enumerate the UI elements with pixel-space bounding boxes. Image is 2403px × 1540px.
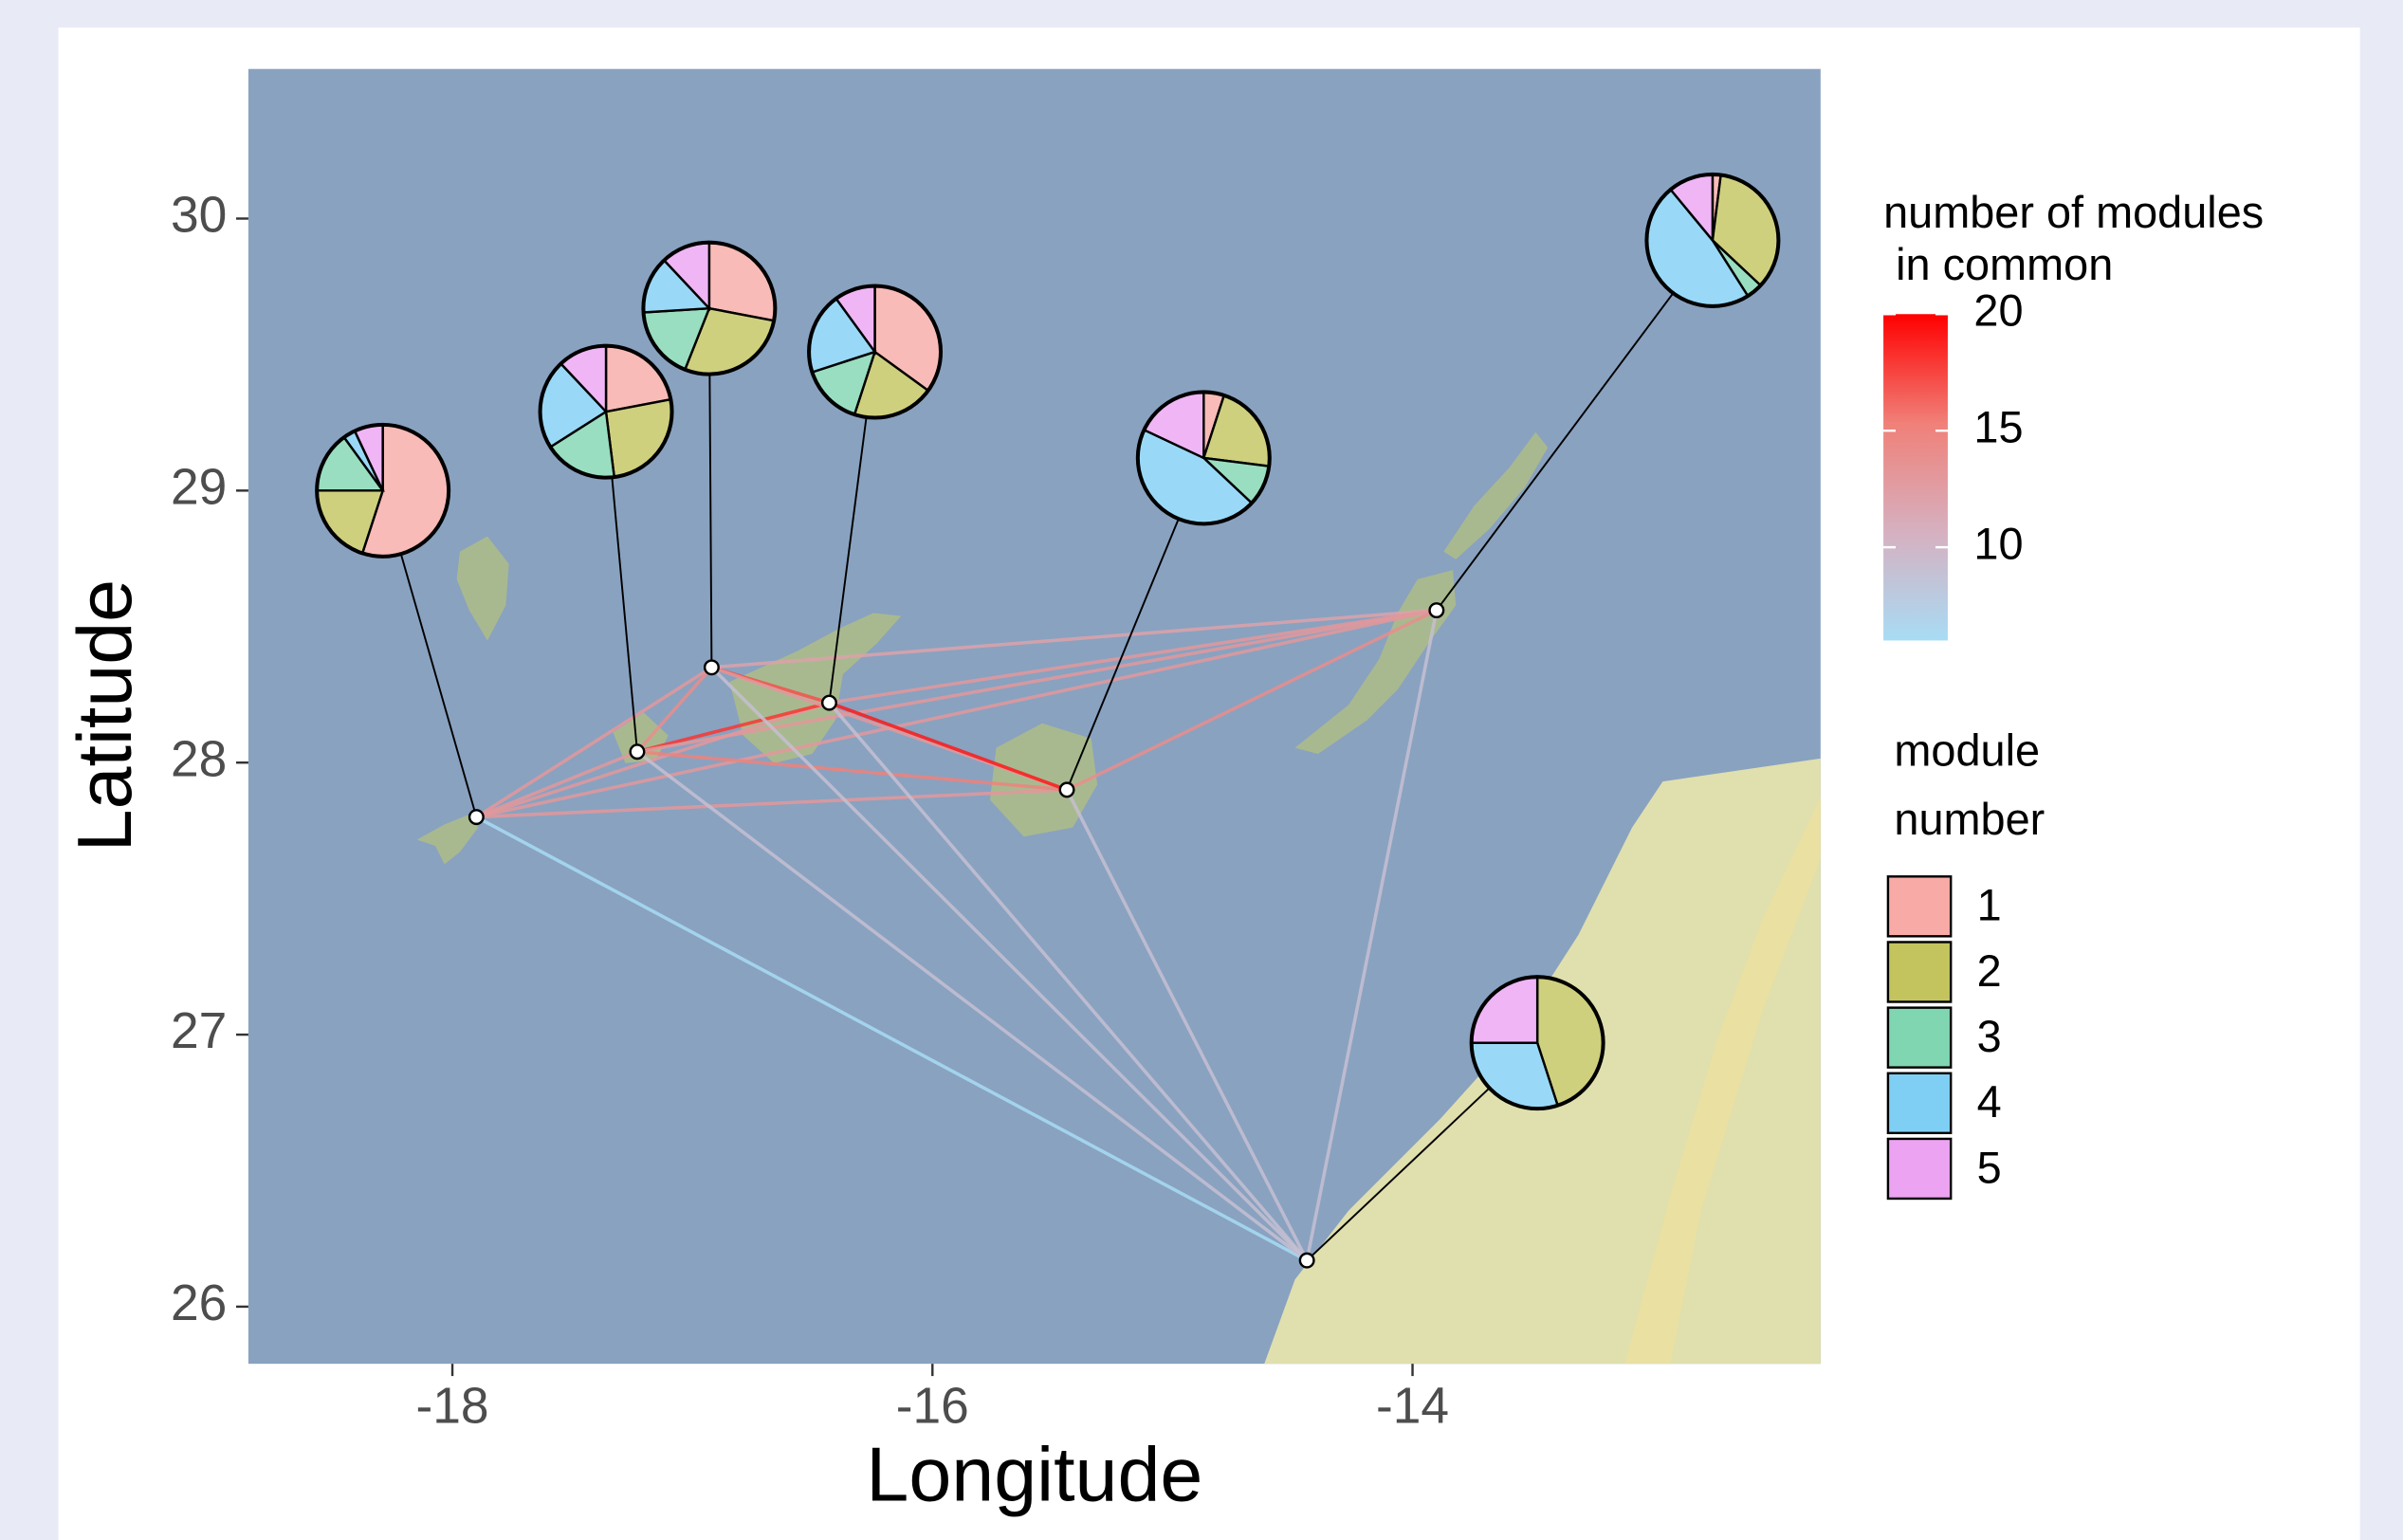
legend-key <box>1888 1008 1951 1068</box>
site-point <box>1300 1254 1314 1268</box>
colorbar-title: in common <box>1883 240 2113 289</box>
x-tick-label: -18 <box>416 1379 489 1435</box>
x-tick-label: -16 <box>896 1379 969 1435</box>
site-point <box>631 744 645 759</box>
colorbar-tick-label: 20 <box>1973 286 2023 336</box>
colorbar-title: number of modules <box>1883 188 2264 237</box>
y-tick-label: 27 <box>171 1003 227 1059</box>
site-point <box>822 696 836 710</box>
legend-title: module <box>1894 725 2040 775</box>
page: Longitude Latitude -18 -16 -14 26 27 28 29 30 nu… <box>0 0 2403 1540</box>
legend-key <box>1888 1073 1951 1133</box>
legend-label: 5 <box>1977 1143 2002 1192</box>
site-point <box>705 661 719 675</box>
site-point <box>469 810 484 824</box>
y-tick-label: 30 <box>171 188 227 244</box>
y-tick-label: 29 <box>171 459 227 515</box>
legend-label: 1 <box>1977 881 2002 930</box>
colorbar-tick-label: 15 <box>1973 403 2023 452</box>
legend-label: 3 <box>1977 1012 2002 1061</box>
y-axis-title: Latitude <box>63 579 148 852</box>
legend-key <box>1888 876 1951 936</box>
legend-title: number <box>1894 795 2045 844</box>
y-tick-label: 28 <box>171 731 227 787</box>
x-axis-title: Longitude <box>866 1432 1202 1517</box>
colorbar <box>1883 314 1948 640</box>
y-tick-label: 26 <box>171 1275 227 1331</box>
colorbar-tick-label: 10 <box>1973 519 2023 568</box>
site-point <box>1430 603 1444 617</box>
legend-key <box>1888 1139 1951 1199</box>
site-point <box>1060 783 1074 798</box>
legend-label: 2 <box>1977 946 2002 996</box>
legend-key <box>1888 942 1951 1001</box>
chart: Longitude Latitude -18 -16 -14 26 27 28 29 30 nu… <box>0 0 2403 1540</box>
legend-label: 4 <box>1977 1077 2002 1127</box>
x-tick-label: -14 <box>1376 1379 1449 1435</box>
map <box>248 69 1821 1364</box>
